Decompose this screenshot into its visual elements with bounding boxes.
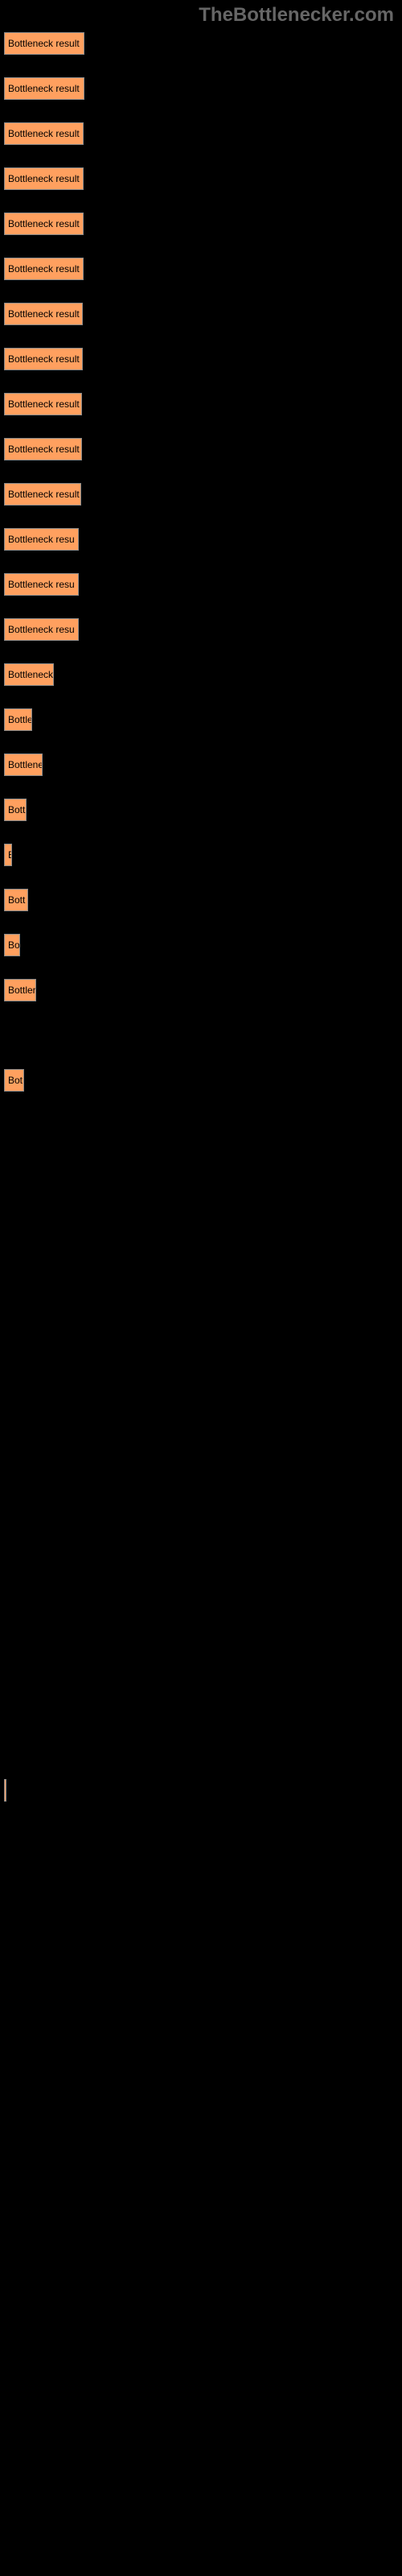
bar-row: Bottle [4, 708, 402, 731]
bar: Bottleneck result [4, 483, 81, 506]
bar: Bottle [4, 708, 32, 731]
bar-row: Bottlene [4, 753, 402, 776]
bar: Bott [4, 889, 28, 911]
bar-row: Bottleneck result [4, 483, 402, 506]
tiny-bar [4, 1779, 6, 1802]
bar: Bottleneck result [4, 32, 84, 55]
bar: Bottleneck result [4, 213, 84, 235]
bar-row: Bottleneck result [4, 77, 402, 100]
bar-row: Bottleneck result [4, 348, 402, 370]
bar: Bottleneck result [4, 77, 84, 100]
bar-row: Bot [4, 1069, 402, 1092]
bar: Bottleneck result [4, 438, 82, 460]
bar-row: Bottleneck result [4, 167, 402, 190]
bars-area: Bottleneck result Bottleneck result Bottle… [4, 32, 402, 1092]
bar: Bottleneck resu [4, 528, 79, 551]
bar: Bottler [4, 979, 36, 1001]
bar: Bott [4, 799, 27, 821]
bar: Bottleneck result [4, 348, 83, 370]
bar-row: Bottler [4, 979, 402, 1001]
bar-row: Bottleneck result [4, 213, 402, 235]
bar-row: Bottleneck [4, 663, 402, 686]
chart-container: Bottleneck result Bottleneck result Bottle… [0, 0, 402, 1436]
bar: B [4, 844, 12, 866]
bar-row: Bottleneck resu [4, 618, 402, 641]
bar-row: Bottleneck result [4, 258, 402, 280]
bar-row: Bottleneck result [4, 122, 402, 145]
bar-row: Bo [4, 934, 402, 956]
bar: Bottleneck [4, 663, 54, 686]
bar: Bottleneck result [4, 393, 82, 415]
bar: Bottlene [4, 753, 43, 776]
bar: Bottleneck result [4, 122, 84, 145]
bar: Bottleneck resu [4, 573, 79, 596]
watermark-text: TheBottlenecker.com [199, 4, 394, 27]
bar-row: Bottleneck result [4, 32, 402, 55]
bar-row: Bottleneck resu [4, 573, 402, 596]
bar: Bo [4, 934, 20, 956]
bar-row: Bottleneck result [4, 303, 402, 325]
bar: Bot [4, 1069, 24, 1092]
bar-row: Bottleneck result [4, 438, 402, 460]
bar-row: Bottleneck resu [4, 528, 402, 551]
bar: Bottleneck result [4, 258, 84, 280]
bar: Bottleneck result [4, 303, 83, 325]
bar-row: Bott [4, 799, 402, 821]
bar: Bottleneck result [4, 167, 84, 190]
bar-row: Bottleneck result [4, 393, 402, 415]
bar: Bottleneck resu [4, 618, 79, 641]
bar-row: Bott [4, 889, 402, 911]
bar-row [4, 1024, 402, 1046]
bar-row: B [4, 844, 402, 866]
